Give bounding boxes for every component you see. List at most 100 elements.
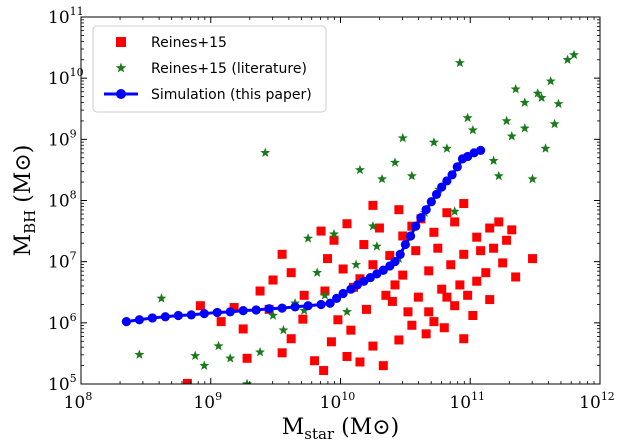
data-point <box>287 268 296 277</box>
data-point <box>134 349 144 358</box>
y-tick-label: 108 <box>48 189 77 212</box>
data-point <box>394 335 403 344</box>
data-point <box>429 137 439 146</box>
data-point <box>217 317 226 326</box>
data-point <box>303 233 313 242</box>
data-point <box>355 165 365 174</box>
data-point <box>157 293 167 302</box>
data-point <box>569 50 579 59</box>
data-point <box>381 291 390 300</box>
data-point <box>407 321 416 330</box>
data-point <box>442 143 452 152</box>
data-point <box>359 240 368 249</box>
data-point <box>398 231 407 240</box>
data-point <box>196 301 205 310</box>
data-point <box>472 233 481 242</box>
data-point <box>455 58 465 67</box>
data-point <box>368 260 377 269</box>
data-point <box>411 222 420 231</box>
data-point <box>520 123 530 132</box>
data-point <box>422 205 431 214</box>
data-point <box>459 199 468 208</box>
x-axis-label: Mstar (M⊙) <box>282 415 400 443</box>
data-point <box>407 171 417 180</box>
data-point <box>468 311 477 320</box>
data-point <box>255 347 265 356</box>
data-point <box>401 240 410 249</box>
legend: Reines+15Reines+15 (literature)Simulatio… <box>93 26 326 112</box>
data-point <box>511 272 520 281</box>
data-point <box>485 224 494 233</box>
data-point <box>187 310 196 319</box>
data-point <box>433 244 442 253</box>
data-point <box>442 208 451 217</box>
legend-label: Reines+15 <box>151 35 227 51</box>
data-point <box>243 354 252 363</box>
data-point <box>200 309 209 318</box>
data-point <box>398 133 408 142</box>
data-point <box>312 267 322 276</box>
data-point <box>563 55 573 64</box>
data-point <box>342 219 351 228</box>
data-point <box>507 225 516 234</box>
data-point <box>390 280 399 289</box>
data-point <box>455 280 464 289</box>
data-point <box>414 293 423 302</box>
data-point <box>290 302 299 311</box>
y-tick-label: 1010 <box>48 66 84 89</box>
data-point <box>507 131 517 140</box>
data-point <box>550 119 560 128</box>
data-point <box>453 162 462 171</box>
data-point <box>489 244 498 253</box>
data-point <box>398 271 407 280</box>
y-axis-label: MBH (M⊙) <box>11 145 39 257</box>
data-point <box>429 317 438 326</box>
data-point <box>489 156 499 165</box>
data-point <box>472 277 481 286</box>
data-point <box>498 258 507 267</box>
data-point <box>239 324 248 333</box>
data-point <box>424 307 433 316</box>
data-point <box>278 304 287 313</box>
data-point <box>502 116 512 125</box>
data-point <box>424 266 433 275</box>
x-tick-label: 109 <box>193 390 222 413</box>
data-point <box>459 334 468 343</box>
data-point <box>298 315 307 324</box>
y-tick-label: 107 <box>48 250 77 273</box>
data-point <box>368 201 377 210</box>
legend-marker-circle <box>116 89 126 99</box>
data-point <box>437 285 446 294</box>
data-point <box>362 305 371 314</box>
data-point <box>554 99 564 108</box>
data-point <box>406 231 415 240</box>
data-point <box>502 236 511 245</box>
data-point <box>520 97 530 106</box>
data-point <box>269 276 278 285</box>
data-point <box>122 317 131 326</box>
data-point <box>476 246 485 255</box>
data-point <box>411 246 420 255</box>
data-point <box>390 157 400 166</box>
data-point <box>528 254 537 263</box>
data-point <box>327 337 336 346</box>
data-point <box>429 228 438 237</box>
data-point <box>351 260 361 269</box>
data-point <box>300 291 309 300</box>
data-point <box>260 148 270 157</box>
data-point <box>213 308 222 317</box>
data-point <box>511 84 521 93</box>
data-point <box>278 348 287 357</box>
data-point <box>323 254 332 263</box>
data-point <box>199 360 209 369</box>
data-point <box>494 217 503 226</box>
data-point <box>355 357 364 366</box>
data-point <box>450 301 459 310</box>
data-point <box>333 315 342 324</box>
data-point <box>447 170 456 179</box>
data-point <box>148 313 157 322</box>
legend-marker-square <box>116 37 126 47</box>
data-point <box>225 353 235 362</box>
y-tick-label: 109 <box>48 127 77 150</box>
